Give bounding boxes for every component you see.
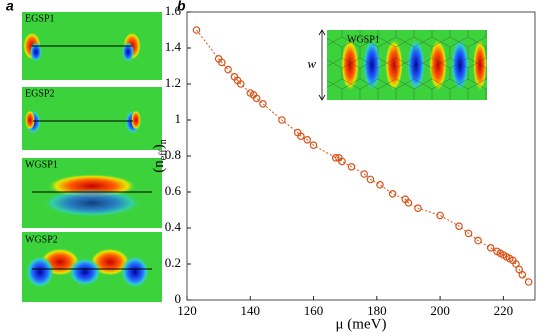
data-point xyxy=(297,132,305,141)
y-tick-label: 1.2 xyxy=(165,75,181,90)
data-point xyxy=(524,278,533,286)
data-point xyxy=(347,163,356,171)
map-label: WGSP1 xyxy=(25,159,58,170)
y-tick-label: 1.6 xyxy=(165,3,182,18)
y-tick-label: 1 xyxy=(175,111,182,126)
y-axis-label-part: eff xyxy=(158,149,169,161)
data-point xyxy=(366,175,375,184)
data-point xyxy=(515,265,523,274)
inset-label: WGSP1 xyxy=(347,34,380,45)
data-point xyxy=(455,222,463,231)
y-tick-label: 0.2 xyxy=(165,255,181,270)
data-point xyxy=(278,116,286,124)
panel-label: b xyxy=(177,0,186,14)
field-map: WGSP1 xyxy=(22,158,162,228)
inset xyxy=(318,29,487,101)
data-point xyxy=(376,181,384,189)
data-point xyxy=(388,190,397,198)
data-point xyxy=(192,26,201,34)
data-point xyxy=(486,244,495,252)
y-axis-label-part: n xyxy=(158,139,169,144)
x-tick-label: 140 xyxy=(241,303,261,318)
y-tick-label: 0.6 xyxy=(165,183,182,198)
data-point xyxy=(474,236,482,245)
panel-label: a xyxy=(6,0,14,14)
field-map: EGSP2 xyxy=(22,87,162,150)
map-label: EGSP2 xyxy=(25,88,54,99)
field-map: WGSP2 xyxy=(22,232,162,302)
data-point xyxy=(436,211,444,220)
data-point xyxy=(331,154,340,162)
y-axis-label: (neff)n xyxy=(151,139,169,172)
data-point xyxy=(252,94,261,103)
y-axis-label-part: (n xyxy=(151,160,167,173)
data-point xyxy=(518,270,527,279)
data-point xyxy=(512,260,520,268)
y-axis-label-part: ) xyxy=(151,144,167,149)
x-tick-label: 120 xyxy=(177,303,197,318)
inset-width-label: w xyxy=(307,56,316,71)
x-tick-label: 220 xyxy=(494,303,514,318)
map-label: WGSP2 xyxy=(25,234,58,245)
data-point xyxy=(360,170,368,178)
field-map: EGSP1 xyxy=(22,12,162,80)
data-point xyxy=(338,157,346,166)
data-point xyxy=(303,136,312,144)
data-line xyxy=(196,29,530,283)
x-tick-label: 200 xyxy=(430,303,450,318)
y-tick-label: 0 xyxy=(175,291,182,306)
data-point xyxy=(218,58,226,67)
data-point xyxy=(224,65,232,74)
data-point xyxy=(404,199,413,207)
data-point xyxy=(259,100,267,108)
data-point xyxy=(414,204,422,213)
x-tick-label: 160 xyxy=(304,303,324,318)
data-point xyxy=(236,80,245,88)
y-tick-label: 0.4 xyxy=(165,219,182,234)
x-tick-label: 180 xyxy=(367,303,387,318)
x-axis-label: μ (meV) xyxy=(336,316,387,332)
map-label: EGSP1 xyxy=(25,13,54,24)
data-point xyxy=(464,229,473,238)
data-point xyxy=(309,141,318,150)
y-tick-label: 1.4 xyxy=(165,39,182,54)
y-tick-label: 0.8 xyxy=(165,147,181,162)
